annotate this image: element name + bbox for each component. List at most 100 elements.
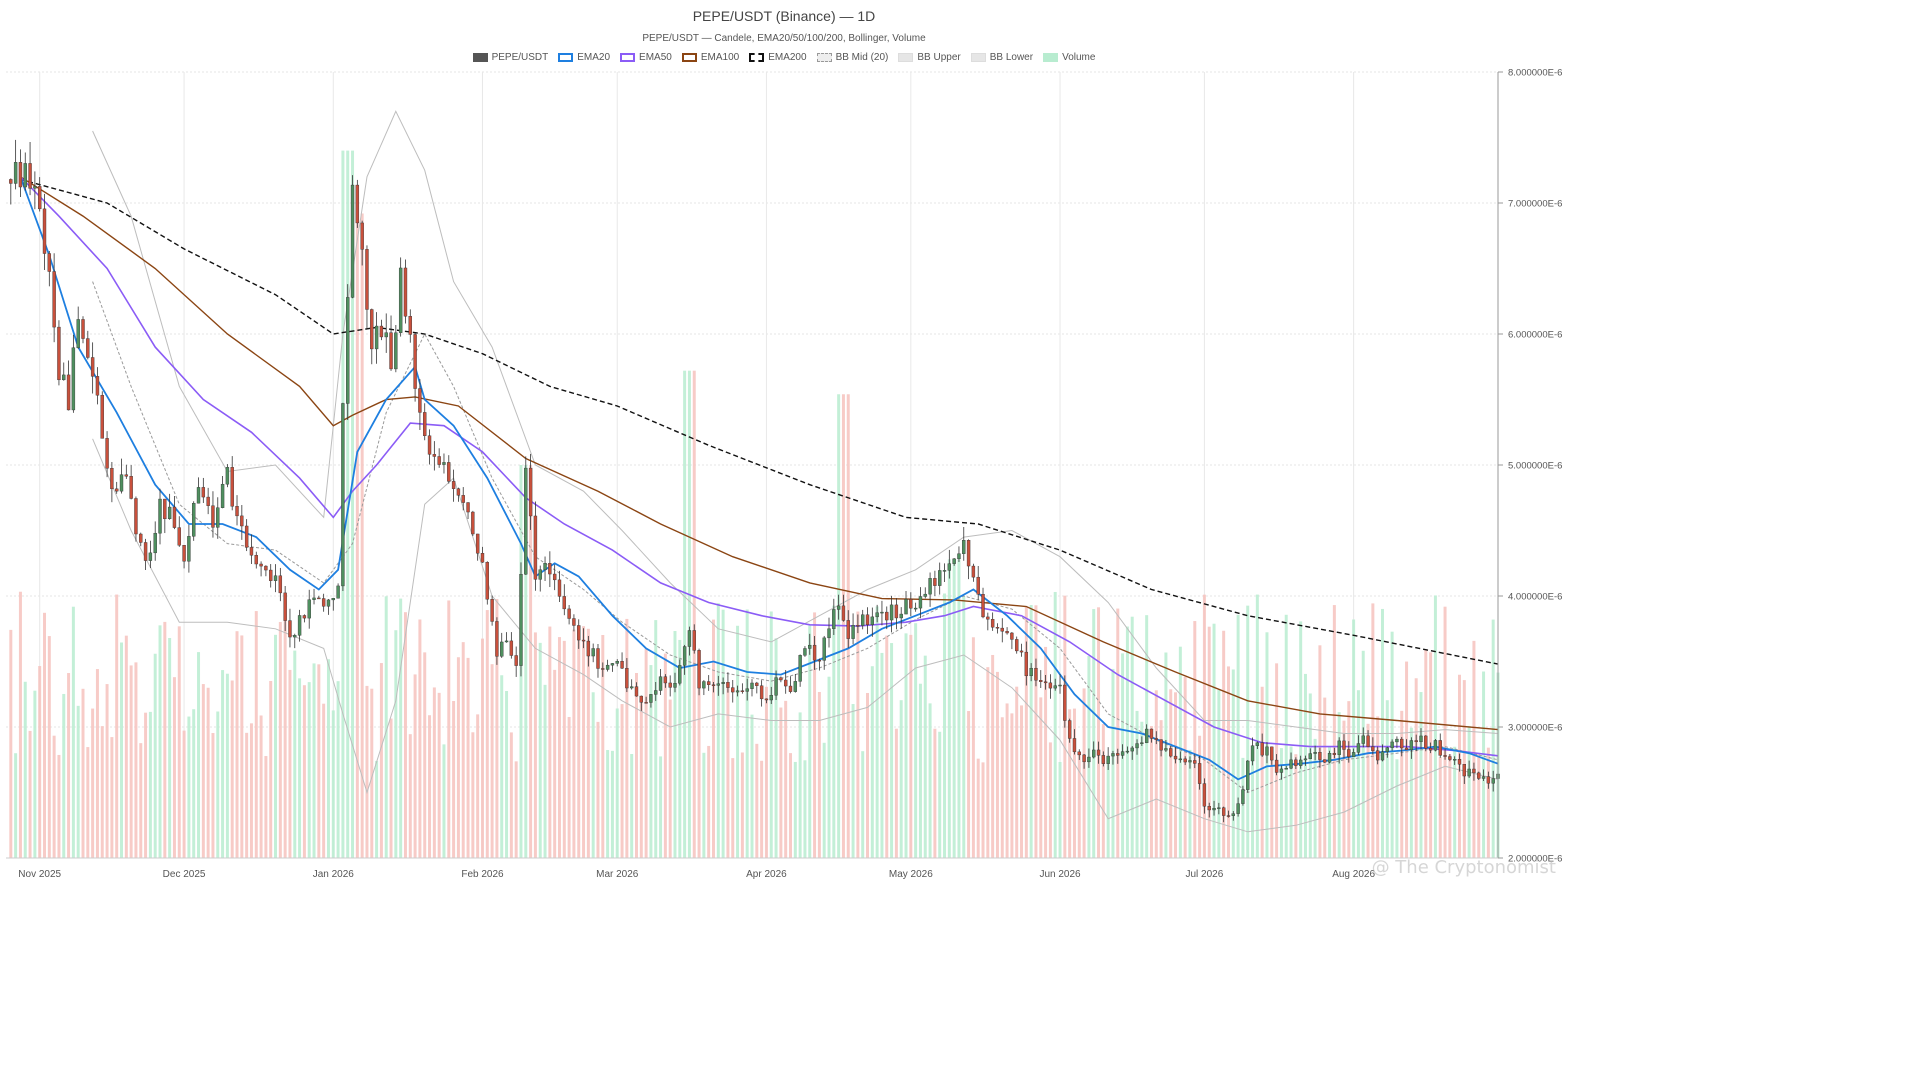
volume-bar	[1371, 603, 1375, 858]
volume-bar	[225, 673, 229, 858]
legend-item[interactable]: EMA100	[681, 52, 739, 63]
volume-bar	[120, 642, 124, 858]
y-tick-label: 2.000000E-6	[1508, 854, 1562, 865]
candle-body	[163, 498, 167, 520]
candle-body	[269, 569, 273, 581]
candle-body	[1159, 739, 1163, 751]
volume-bar	[716, 603, 720, 858]
volume-bar	[298, 678, 302, 858]
volume-bar	[172, 677, 176, 858]
volume-bar	[307, 682, 311, 858]
volume-bar	[245, 732, 249, 858]
candle-body	[1067, 720, 1072, 739]
candle-body	[904, 598, 908, 615]
volume-bar	[803, 760, 807, 858]
volume-bar	[43, 612, 46, 858]
volume-bar	[259, 715, 263, 858]
legend-item[interactable]: Volume	[1043, 52, 1095, 63]
candle-body	[735, 690, 740, 693]
bb-mid-line	[92, 281, 1499, 794]
candle-body	[990, 619, 995, 628]
volume-bar	[553, 669, 557, 858]
volume-bar	[163, 621, 167, 858]
legend-item[interactable]: EMA20	[558, 52, 610, 63]
volume-bar	[1438, 757, 1442, 858]
bb-upper-line	[92, 110, 1499, 734]
volume-bar	[1482, 671, 1486, 858]
candle-body	[1294, 759, 1298, 766]
legend-item[interactable]: BB Mid (20)	[816, 52, 888, 63]
volume-bar	[95, 669, 99, 858]
candle-body	[1313, 752, 1317, 754]
candle-body	[331, 598, 335, 601]
candle-body	[644, 702, 648, 704]
candle-body	[533, 515, 538, 580]
candle-body	[759, 685, 764, 700]
volume-bar	[538, 642, 542, 858]
legend-item[interactable]: EMA200	[749, 52, 807, 63]
volume-bar	[625, 618, 629, 858]
candle-body	[9, 179, 13, 184]
volume-bar	[1405, 661, 1409, 858]
volume-bar	[254, 611, 258, 858]
candle-body	[423, 412, 427, 436]
candle-body	[663, 676, 668, 684]
candle-body	[1111, 753, 1115, 757]
candle-body	[447, 462, 451, 482]
candle-body	[1024, 651, 1029, 677]
volume-bar	[346, 150, 350, 859]
candle-body	[1183, 758, 1187, 763]
candle-body	[129, 476, 133, 499]
volume-bar	[870, 666, 874, 858]
volume-bar	[702, 752, 706, 858]
volume-bar	[1077, 752, 1081, 858]
volume-bar	[1376, 716, 1380, 858]
candle-body	[110, 468, 114, 490]
volume-bar	[1299, 621, 1303, 858]
candle-body	[1125, 750, 1130, 753]
legend-item[interactable]: EMA50	[620, 52, 672, 63]
volume-bar	[221, 670, 225, 858]
volume-bar	[567, 716, 571, 858]
candle-body	[76, 319, 80, 348]
candle-body	[495, 621, 499, 657]
x-tick-label: Mar 2026	[596, 869, 639, 880]
legend-item[interactable]: BB Upper	[898, 52, 961, 63]
candle-body	[394, 332, 398, 370]
volume-bar	[211, 733, 215, 858]
candle-body	[264, 565, 268, 571]
legend-swatch	[970, 53, 986, 62]
candle-body	[870, 616, 875, 625]
candle-body	[557, 579, 562, 597]
candle-body	[1404, 747, 1409, 751]
volume-bar	[890, 643, 894, 858]
volume-bar	[668, 699, 672, 858]
candle-body	[923, 593, 927, 597]
volume-bar	[1395, 759, 1399, 858]
candle-body	[577, 625, 581, 641]
candle-body	[538, 569, 542, 580]
legend-item[interactable]: PEPE/USDT	[472, 52, 548, 63]
volume-bar	[947, 559, 951, 858]
candle-body	[562, 596, 566, 610]
candle-body	[1087, 756, 1091, 763]
candle-body	[273, 575, 278, 581]
volume-bar	[1164, 652, 1168, 858]
volume-bar	[991, 654, 995, 858]
volume-bar	[471, 732, 475, 858]
candle-body	[283, 592, 287, 621]
candle-body	[1298, 759, 1303, 766]
volume-bar	[1048, 742, 1052, 858]
volume-bar	[726, 683, 730, 858]
candle-body	[1481, 776, 1486, 779]
volume-bar	[1231, 669, 1235, 858]
volume-bar	[856, 611, 860, 858]
volume-bar	[1303, 673, 1307, 858]
candle-body	[1178, 758, 1183, 761]
candle-body	[408, 316, 412, 335]
volume-bar	[808, 625, 812, 858]
candle-body	[567, 608, 571, 619]
candle-body	[668, 682, 672, 688]
legend-item[interactable]: BB Lower	[970, 52, 1033, 63]
candle-body	[471, 511, 475, 535]
